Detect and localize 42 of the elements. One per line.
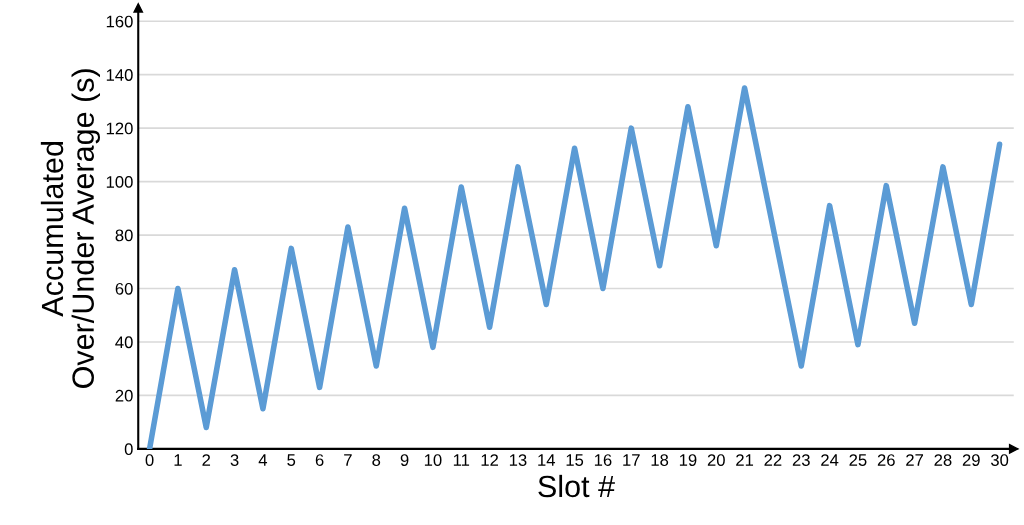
x-tick-label: 8	[372, 454, 381, 466]
x-tick-label: 12	[481, 454, 499, 466]
x-axis-title: Slot #	[538, 474, 615, 498]
y-tick-label: 100	[106, 176, 133, 188]
x-tick-label: 4	[258, 454, 268, 466]
x-tick-label: 26	[877, 454, 895, 466]
y-tick-label: 160	[106, 15, 133, 28]
x-tick-label: 15	[566, 454, 584, 466]
x-tick-label: 1	[174, 454, 182, 466]
x-tick-label: 11	[453, 454, 470, 466]
x-tick-label: 24	[821, 454, 839, 466]
x-tick-label: 18	[651, 454, 669, 466]
y-tick-label: 40	[115, 336, 133, 349]
x-tick-label: 6	[315, 454, 324, 466]
x-tick-label: 30	[990, 454, 1009, 466]
x-tick-label: 19	[679, 454, 697, 466]
x-tick-label: 22	[764, 454, 782, 466]
x-tick-label: 25	[849, 454, 867, 466]
y-tick-label: 60	[115, 282, 133, 295]
x-tick-label: 9	[400, 454, 409, 466]
x-tick-label: 5	[287, 454, 296, 466]
y-tick-label: 120	[106, 122, 133, 135]
x-tick-label: 7	[344, 454, 352, 466]
x-tick-label: 27	[906, 454, 924, 466]
x-tick-label: 10	[424, 454, 442, 466]
x-tick-label: 3	[230, 454, 239, 466]
y-tick-label: 0	[124, 443, 133, 456]
x-tick-label: 14	[538, 454, 556, 466]
x-tick-label: 17	[623, 454, 640, 466]
x-tick-label: 0	[145, 454, 154, 466]
x-tick-label: 20	[707, 454, 725, 466]
y-axis-title: Accumulated Over/Under Average (s)	[40, 69, 101, 388]
x-tick-label: 23	[792, 454, 810, 466]
x-tick-label: 13	[509, 454, 527, 466]
y-tick-label: 80	[115, 229, 133, 242]
x-tick-label: 29	[962, 454, 980, 466]
x-tick-label: 2	[202, 454, 211, 466]
x-tick-label: 28	[934, 454, 952, 466]
y-tick-label: 20	[115, 389, 133, 402]
y-tick-label: 140	[106, 69, 133, 81]
x-tick-label: 21	[736, 454, 754, 466]
x-tick-label: 16	[594, 454, 612, 466]
